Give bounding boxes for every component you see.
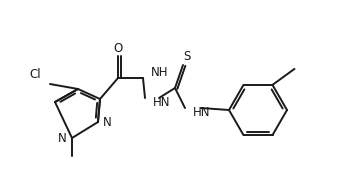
Text: N: N: [103, 116, 112, 130]
Text: O: O: [114, 41, 123, 54]
Text: S: S: [183, 50, 191, 64]
Text: HN: HN: [153, 96, 171, 110]
Text: Cl: Cl: [29, 68, 41, 80]
Text: NH: NH: [151, 66, 169, 78]
Text: HN: HN: [193, 106, 210, 118]
Text: N: N: [58, 132, 67, 145]
